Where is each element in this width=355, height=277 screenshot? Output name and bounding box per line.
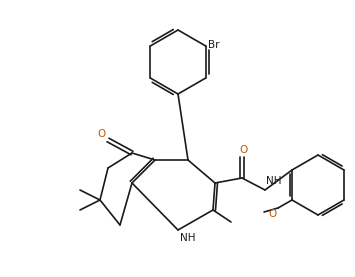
- Text: NH: NH: [180, 233, 196, 243]
- Text: NH: NH: [266, 176, 282, 186]
- Text: O: O: [269, 209, 277, 219]
- Text: O: O: [239, 145, 247, 155]
- Text: Br: Br: [208, 40, 219, 50]
- Text: O: O: [98, 129, 106, 139]
